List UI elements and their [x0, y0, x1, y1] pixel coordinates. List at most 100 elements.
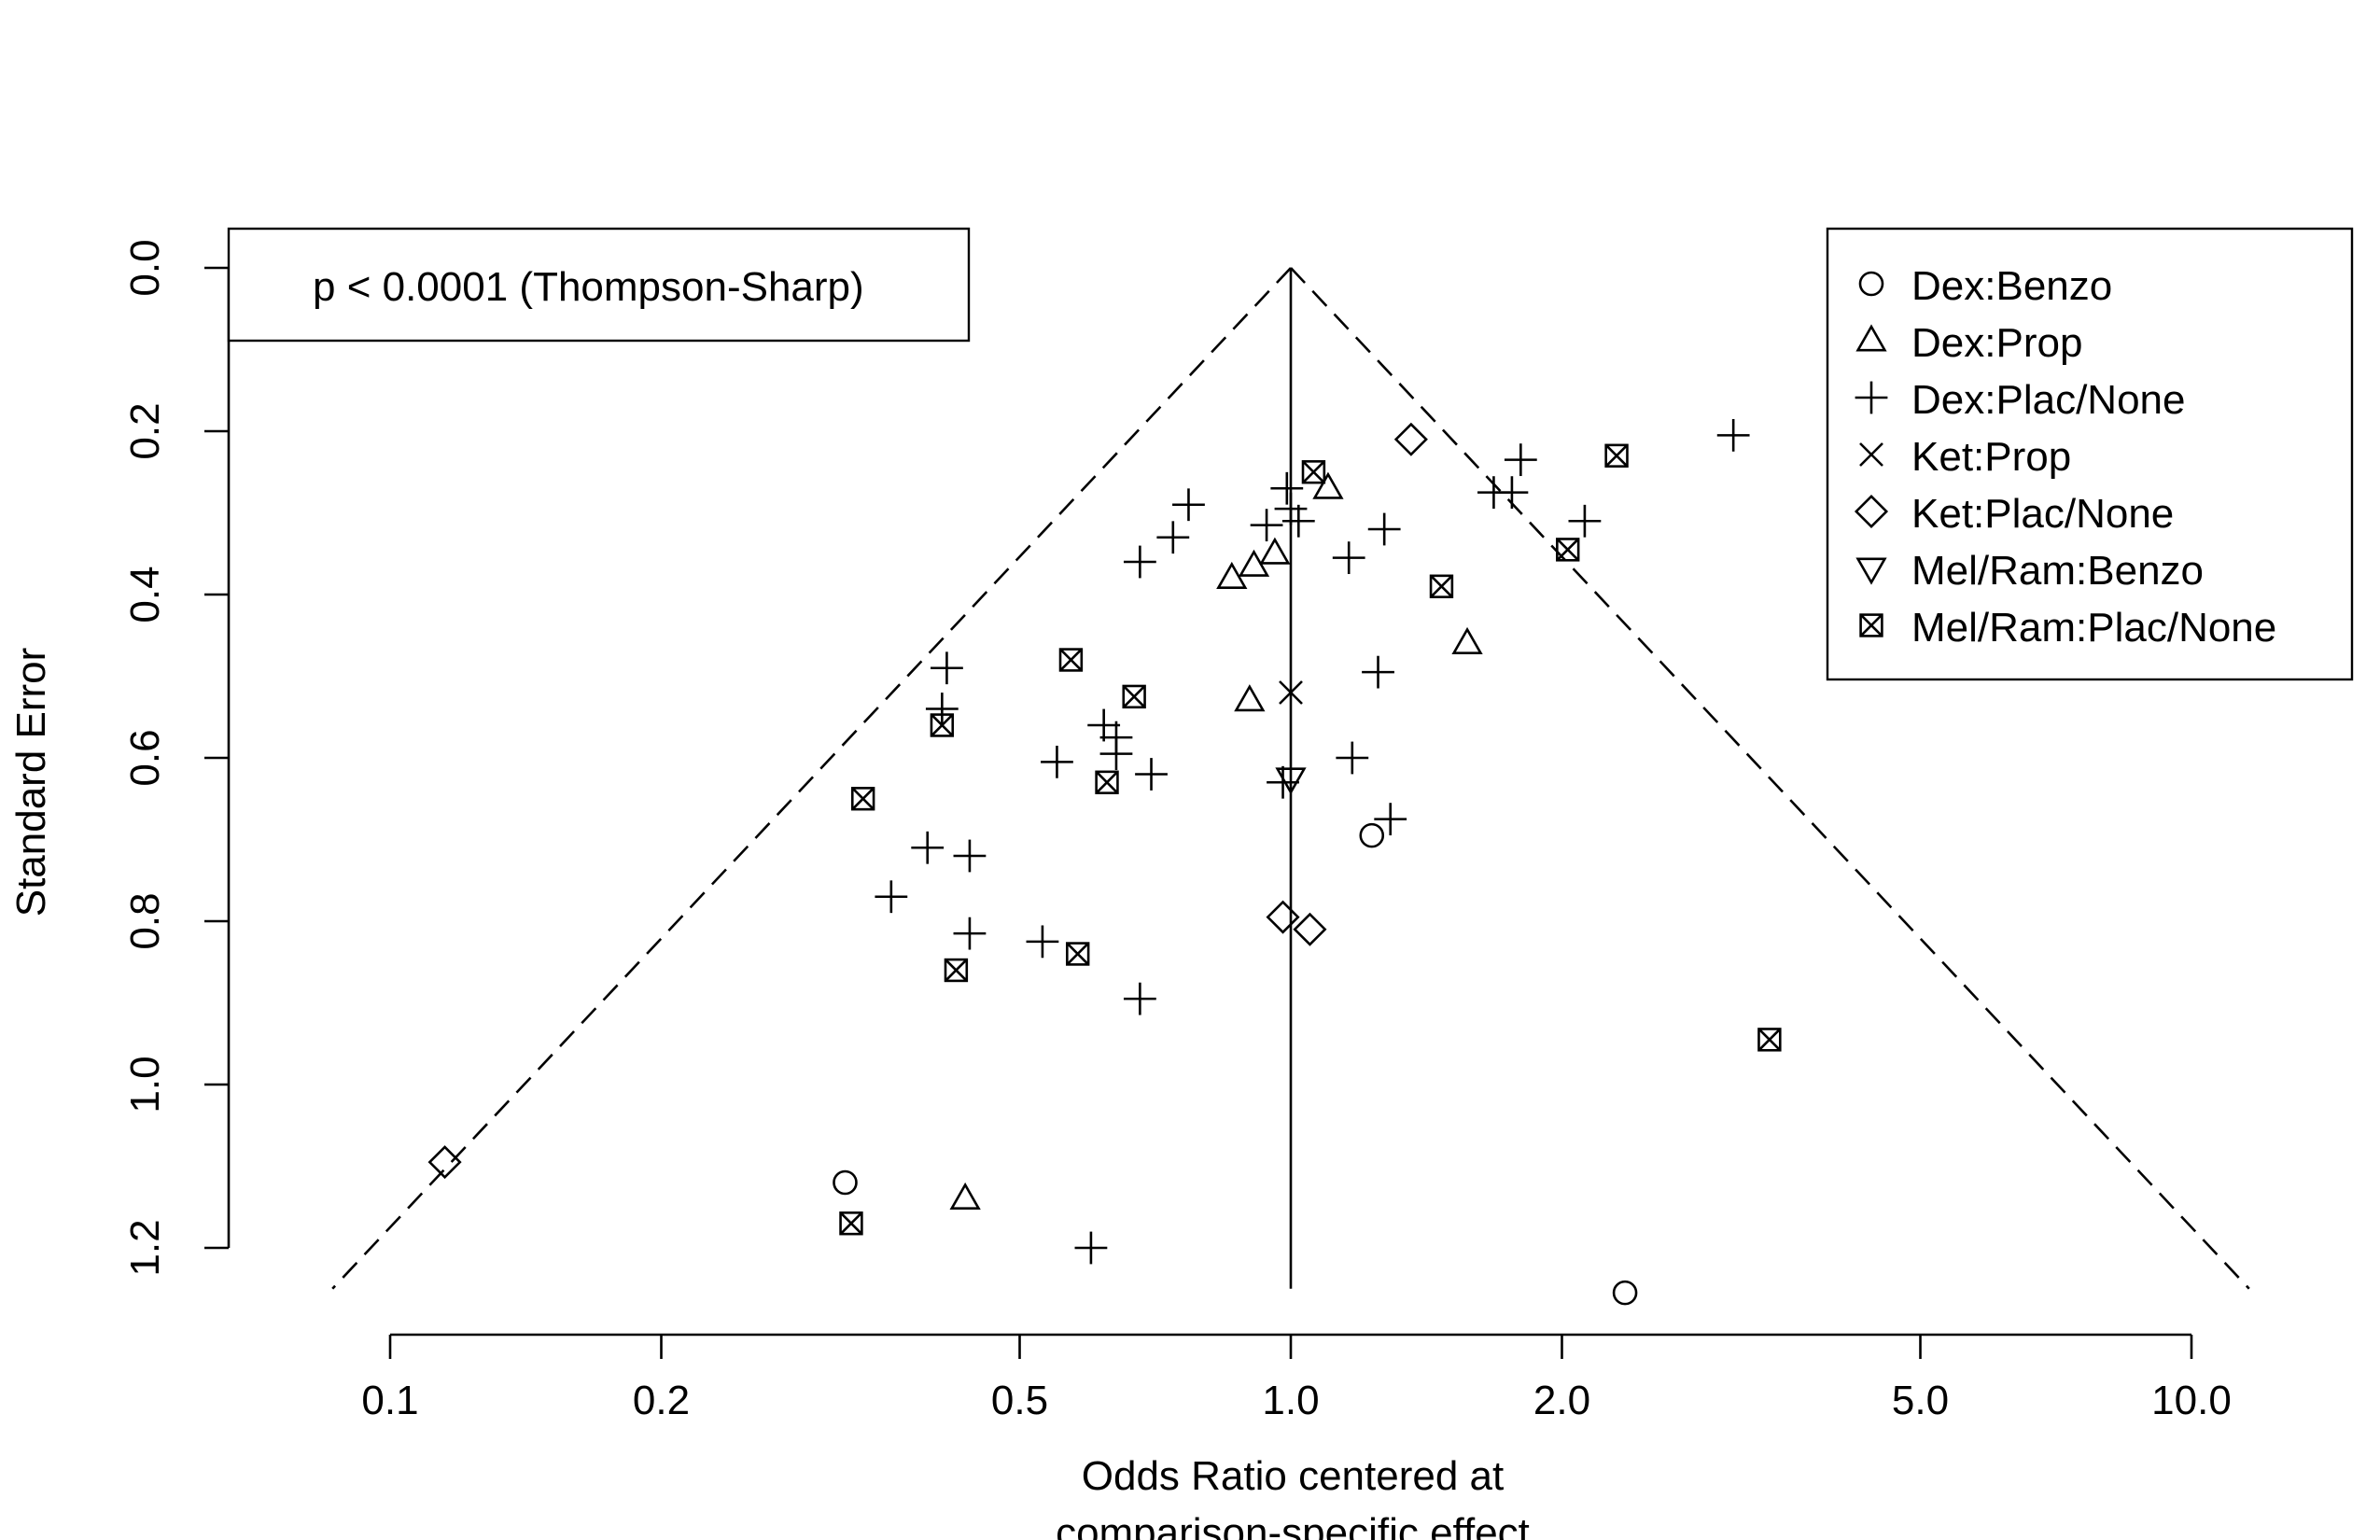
legend-marker-mel-ram-plac-none — [1859, 613, 1883, 637]
point-dex-plac-none — [953, 839, 987, 873]
point-dex-prop — [949, 1182, 981, 1210]
legend-label-dex-benzo: Dex:Benzo — [1911, 263, 2112, 309]
x-tick-label: 0.5 — [991, 1378, 1048, 1423]
funnel-lines — [331, 267, 2250, 1290]
point-dex-plac-none — [931, 651, 963, 685]
point-dex-plac-none — [1099, 737, 1133, 771]
point-mel-ram-plac-none — [839, 1211, 863, 1236]
legend-marker-dex-plac-none — [1855, 381, 1888, 414]
y-tick-label: 1.0 — [122, 1056, 168, 1113]
legend-label-dex-prop: Dex:Prop — [1911, 320, 2082, 366]
point-dex-plac-none — [1374, 803, 1407, 836]
point-ket-plac-none — [1266, 900, 1300, 934]
point-dex-benzo — [833, 1169, 858, 1196]
legend-label-mel-ram-benzo: Mel/Ram:Benzo — [1911, 548, 2204, 594]
legend-marker-mel-ram-benzo — [1855, 557, 1887, 585]
annotation-text: p < 0.0001 (Thompson-Sharp) — [313, 264, 864, 310]
point-mel-ram-plac-none — [1122, 684, 1146, 709]
point-mel-ram-plac-none — [1757, 1028, 1782, 1052]
point-dex-prop — [1234, 684, 1266, 712]
point-mel-ram-plac-none — [1058, 648, 1084, 672]
y-tick-label: 0.8 — [122, 892, 168, 949]
x-tick-label: 10.0 — [2151, 1378, 2232, 1423]
point-mel-ram-plac-none — [1095, 770, 1119, 794]
point-dex-plac-none — [911, 831, 945, 864]
y-tick-label: 0.0 — [122, 239, 168, 296]
x-tick-label: 5.0 — [1892, 1378, 1949, 1423]
point-ket-plac-none — [427, 1145, 462, 1180]
point-dex-plac-none — [1267, 765, 1299, 799]
point-mel-ram-plac-none — [1556, 538, 1580, 562]
legend-marker-ket-prop — [1859, 442, 1883, 467]
legend-marker-dex-prop — [1855, 324, 1887, 352]
point-dex-prop — [1312, 471, 1344, 499]
x-axis-label-line-2: comparison-specific effect — [1056, 1510, 1530, 1540]
point-dex-prop — [1259, 537, 1291, 565]
point-ket-plac-none — [1293, 912, 1327, 946]
x-tick-label: 0.2 — [633, 1378, 690, 1423]
point-mel-ram-plac-none — [1429, 574, 1454, 598]
annotation-box: p < 0.0001 (Thompson-Sharp) — [227, 227, 971, 343]
funnel-right-bound — [1290, 267, 2250, 1290]
legend-label-ket-prop: Ket:Prop — [1911, 434, 2071, 480]
point-dex-plac-none — [875, 880, 908, 914]
y-axis-label: Standard Error — [8, 648, 54, 917]
point-dex-plac-none — [1026, 925, 1059, 959]
point-dex-benzo — [1359, 822, 1385, 848]
point-dex-plac-none — [1367, 512, 1401, 546]
point-dex-plac-none — [1041, 745, 1073, 778]
data-points — [427, 418, 1782, 1306]
point-dex-plac-none — [1250, 509, 1283, 542]
point-ket-prop — [1279, 680, 1303, 705]
x-tick-label: 1.0 — [1262, 1378, 1319, 1423]
legend: Dex:Benzo Dex:Prop Dex:Plac/None Ket:Prop Ke… — [1826, 227, 2354, 681]
legend-label-mel-ram-plac-none: Mel/Ram:Plac/None — [1911, 605, 2276, 651]
x-axis-label-line-1: Odds Ratio centered at — [1082, 1453, 1504, 1499]
point-dex-plac-none — [1336, 741, 1369, 775]
point-mel-ram-benzo — [1275, 767, 1307, 795]
legend-marker-ket-plac-none — [1854, 494, 1889, 529]
y-tick-label: 0.2 — [122, 402, 168, 459]
point-dex-plac-none — [1568, 504, 1602, 538]
point-dex-plac-none — [1270, 471, 1304, 505]
point-dex-prop — [1216, 561, 1248, 590]
point-dex-plac-none — [1087, 708, 1121, 742]
y-tick-label: 0.6 — [122, 729, 168, 786]
point-dex-plac-none — [1504, 443, 1537, 477]
point-dex-plac-none — [1274, 492, 1308, 525]
point-dex-plac-none — [1281, 504, 1315, 538]
legend-frame — [1826, 227, 2354, 681]
funnel-left-bound — [331, 267, 1292, 1290]
point-dex-plac-none — [1123, 545, 1156, 579]
point-mel-ram-plac-none — [1604, 443, 1629, 468]
point-dex-prop — [1451, 626, 1483, 655]
x-axis: 0.1 0.2 0.5 1.0 2.0 5.0 10.0 — [361, 1333, 2232, 1423]
point-dex-benzo — [1612, 1280, 1638, 1306]
point-ket-plac-none — [1393, 422, 1428, 456]
point-dex-plac-none — [1156, 521, 1190, 554]
point-dex-plac-none — [1172, 488, 1205, 522]
legend-label-dex-plac-none: Dex:Plac/None — [1911, 377, 2185, 423]
point-dex-plac-none — [1362, 655, 1394, 689]
annotation-frame — [227, 227, 971, 343]
point-dex-plac-none — [1495, 476, 1529, 510]
point-dex-plac-none — [953, 917, 987, 950]
y-tick-label: 1.2 — [122, 1219, 168, 1276]
point-mel-ram-plac-none — [930, 713, 955, 737]
y-axis: 0.0 0.2 0.4 0.6 0.8 1.0 1.2 — [122, 239, 231, 1277]
x-tick-label: 2.0 — [1533, 1378, 1590, 1423]
point-dex-plac-none — [1332, 541, 1365, 575]
y-tick-label: 0.4 — [122, 566, 168, 623]
point-mel-ram-plac-none — [1301, 460, 1326, 484]
point-dex-plac-none — [925, 693, 959, 725]
point-dex-plac-none — [1074, 1231, 1108, 1265]
point-mel-ram-plac-none — [944, 958, 969, 983]
point-mel-ram-plac-none — [850, 787, 875, 811]
point-dex-plac-none — [1716, 418, 1750, 452]
point-mel-ram-plac-none — [1066, 942, 1090, 966]
legend-marker-dex-benzo — [1858, 271, 1884, 297]
legend-label-ket-plac-none: Ket:Plac/None — [1911, 491, 2174, 537]
point-dex-plac-none — [1123, 982, 1156, 1015]
x-tick-label: 0.1 — [361, 1378, 418, 1423]
